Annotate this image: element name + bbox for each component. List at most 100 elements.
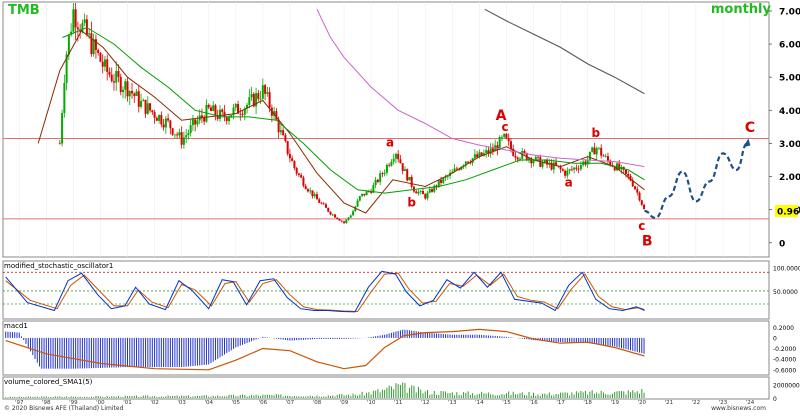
price-wave-label-a: a xyxy=(386,136,394,150)
price-candle-body xyxy=(135,91,138,96)
price-candle-body xyxy=(514,155,517,158)
price-candle-body xyxy=(431,189,434,192)
price-ma-slow-line xyxy=(316,9,645,168)
price-candle-body xyxy=(318,199,321,203)
x-axis-label: '15 xyxy=(502,400,511,406)
price-candle-body xyxy=(207,104,210,108)
price-candle-body xyxy=(149,103,152,111)
price-candle-body xyxy=(489,148,492,154)
price-ma-mid-line xyxy=(62,26,645,194)
x-axis-label: '06 xyxy=(259,400,268,406)
price-wave-label-c: c xyxy=(638,219,645,233)
price-candle-body xyxy=(282,130,285,136)
price-candle-body xyxy=(415,191,418,194)
price-wave-label-b: b xyxy=(591,126,600,140)
price-candle-body xyxy=(266,92,269,94)
price-candle-body xyxy=(482,153,485,156)
price-axis-label: 2.00 xyxy=(779,173,800,183)
price-candle-body xyxy=(609,160,612,166)
price-candle-body xyxy=(385,164,388,173)
price-candle-body xyxy=(516,157,519,160)
price-candle-body xyxy=(131,90,134,94)
x-axis-label: '13 xyxy=(448,400,457,406)
price-candle-body xyxy=(602,155,605,157)
x-axis-label: '11 xyxy=(394,400,403,406)
price-candle-body xyxy=(586,160,589,165)
price-candle-body xyxy=(464,161,467,166)
macd-axis-label: 0 xyxy=(773,335,777,342)
price-candle-body xyxy=(133,93,136,96)
price-candle-body xyxy=(83,19,86,24)
x-axis-label: '98 xyxy=(42,400,51,406)
macd-signal-line xyxy=(5,328,645,371)
price-candle-body xyxy=(313,194,316,197)
volume-pane xyxy=(2,376,770,400)
price-candle-body xyxy=(144,99,147,114)
price-candle-body xyxy=(232,107,235,116)
price-candle-body xyxy=(108,71,111,75)
price-candle-body xyxy=(325,204,328,208)
price-candle-body xyxy=(88,33,91,35)
price-candle-body xyxy=(74,9,77,28)
price-candle-body xyxy=(124,81,127,90)
price-candle-body xyxy=(178,132,181,136)
x-axis-label: '24 xyxy=(746,400,755,406)
price-candle-body xyxy=(286,141,289,154)
price-candle-body xyxy=(496,145,499,150)
price-candle-body xyxy=(618,163,621,170)
price-candle-body xyxy=(419,190,422,192)
price-candle-body xyxy=(191,119,194,126)
price-ma-long-line xyxy=(484,8,645,95)
price-candle-body xyxy=(546,160,549,165)
x-axis-label: '03 xyxy=(177,400,186,406)
x-axis-label: '97 xyxy=(15,400,24,406)
x-axis-label: '09 xyxy=(340,400,349,406)
price-candle-body xyxy=(169,120,172,129)
price-candle-body xyxy=(117,70,120,77)
price-candle-body xyxy=(275,111,278,120)
x-axis-label: '16 xyxy=(529,400,538,406)
last-price-tag xyxy=(775,204,798,217)
price-candle-body xyxy=(288,153,291,159)
x-axis-label: '08 xyxy=(313,400,322,406)
price-candle-body xyxy=(246,104,249,109)
price-candle-body xyxy=(379,173,382,182)
price-candle-body xyxy=(392,158,395,162)
price-candle-body xyxy=(498,136,501,150)
x-axis-label: '05 xyxy=(232,400,241,406)
stochastic-title: modified_stochastic_oscillator1 xyxy=(4,262,113,270)
price-candle-body xyxy=(476,154,479,158)
price-candle-body xyxy=(209,107,212,111)
price-candle-body xyxy=(629,175,632,181)
price-candle-body xyxy=(171,128,174,135)
price-candle-body xyxy=(528,158,531,161)
x-axis-label: '17 xyxy=(556,400,565,406)
price-candle-body xyxy=(259,98,262,100)
price-wave-label-c: c xyxy=(502,120,509,134)
price-candle-body xyxy=(293,161,296,169)
price-candle-body xyxy=(194,119,197,125)
price-candle-body xyxy=(543,160,546,163)
price-candle-body xyxy=(365,191,368,196)
price-candle-body xyxy=(327,207,330,212)
price-candle-body xyxy=(374,179,377,186)
price-wave-label-a: a xyxy=(565,175,573,189)
price-candle-body xyxy=(512,148,515,156)
price-candle-body xyxy=(568,169,571,171)
price-candle-body xyxy=(555,162,558,166)
price-candle-body xyxy=(453,168,456,172)
x-axis-label: '04 xyxy=(204,400,213,406)
price-candle-body xyxy=(433,185,436,192)
volume-title: volume_colored_SMA1(5) xyxy=(4,378,93,386)
price-candle-body xyxy=(320,202,323,204)
price-candle-body xyxy=(406,169,409,181)
price-candle-body xyxy=(160,115,163,125)
price-candle-body xyxy=(446,176,449,177)
footer-copyright: © 2020 Bisnews AFE (Thailand) Limited xyxy=(4,405,124,412)
price-candle-body xyxy=(315,194,318,200)
price-candle-body xyxy=(417,191,420,194)
price-candle-body xyxy=(309,190,312,192)
price-candle-body xyxy=(577,168,580,170)
price-candle-body xyxy=(216,115,219,119)
